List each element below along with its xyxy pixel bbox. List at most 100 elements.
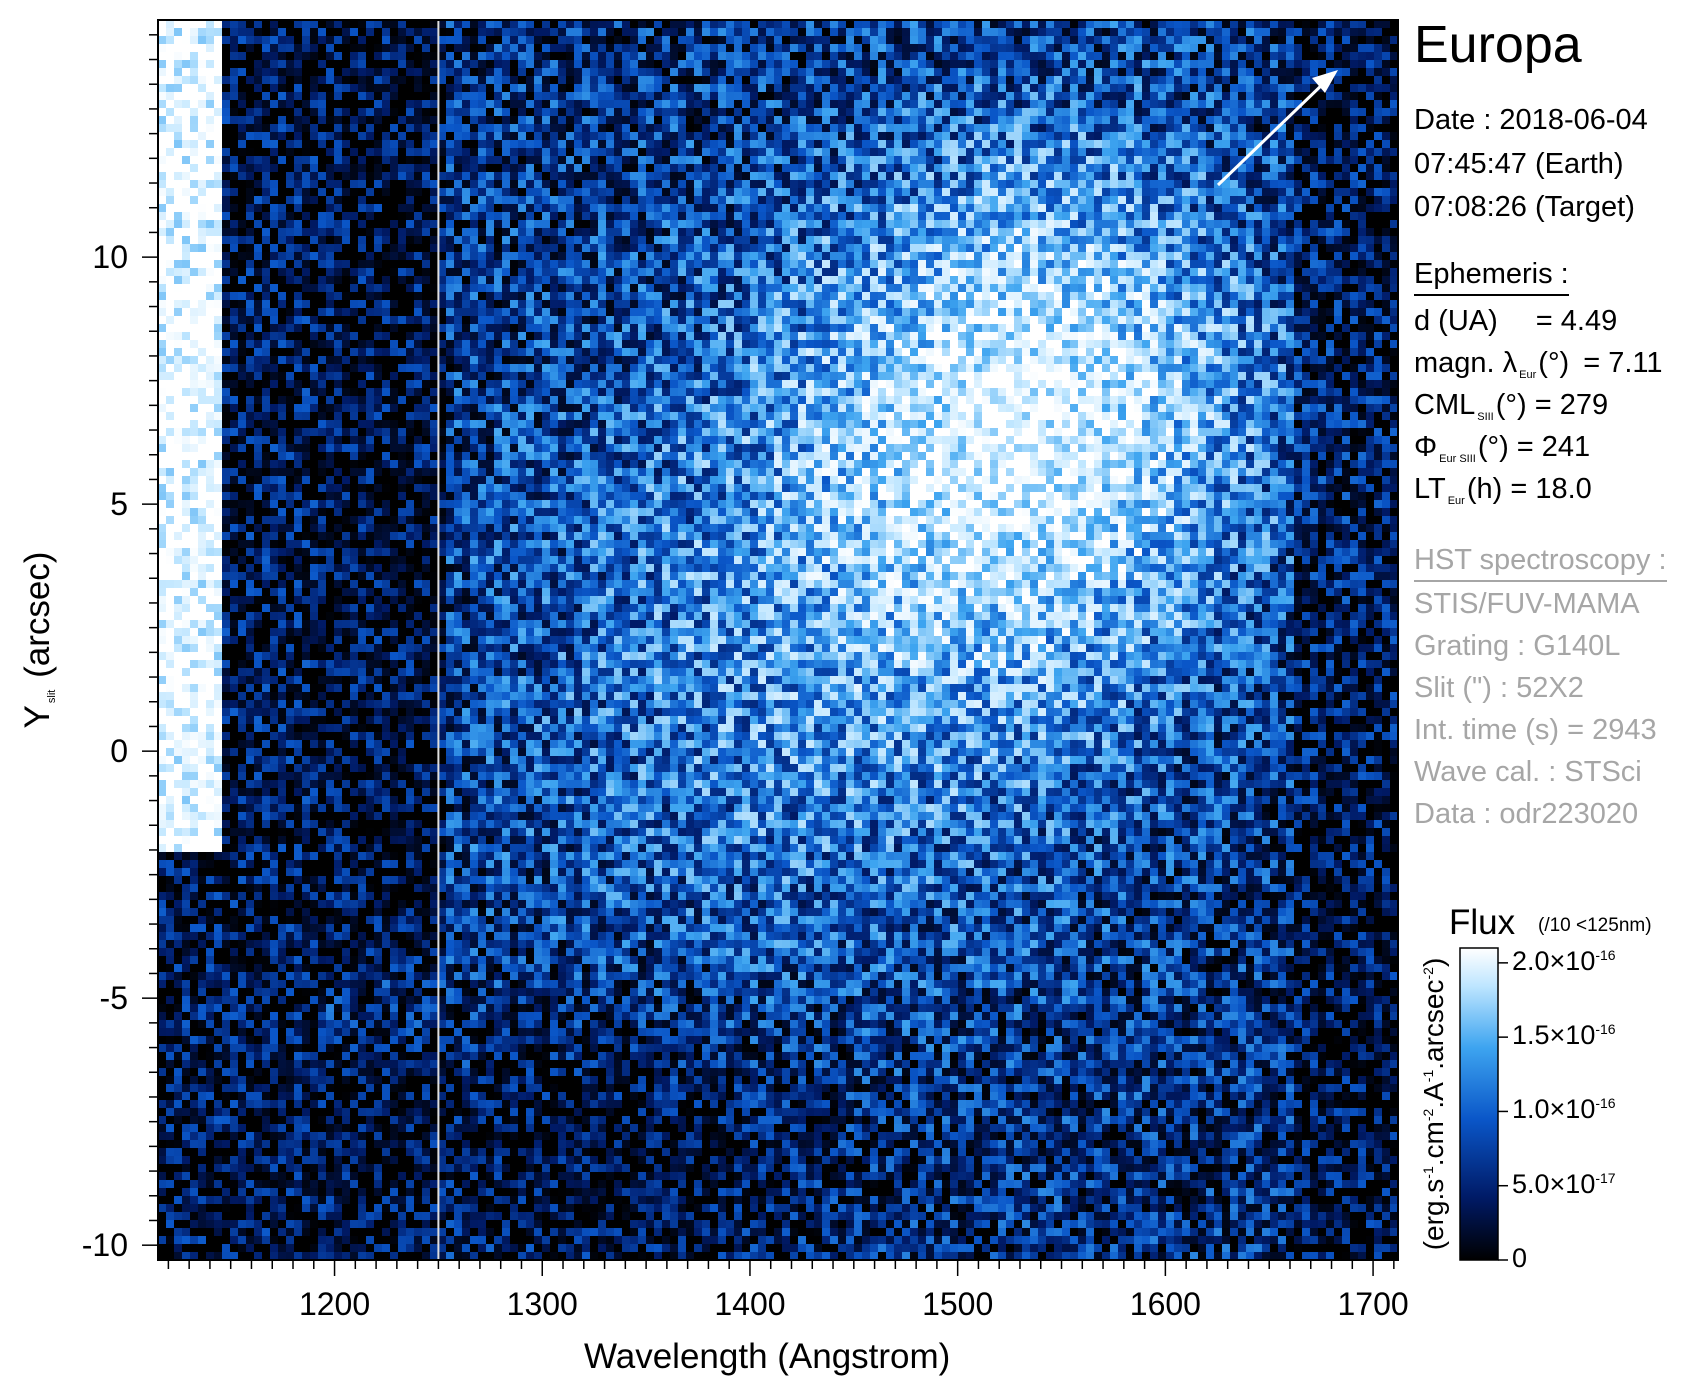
heatmap-cell [830, 108, 838, 116]
heatmap-cell [1134, 36, 1142, 44]
heatmap-cell [582, 164, 590, 172]
heatmap-cell [918, 252, 926, 260]
heatmap-cell [366, 76, 374, 84]
heatmap-cell [606, 132, 614, 140]
heatmap-cell [894, 124, 902, 132]
heatmap-cell [910, 44, 918, 52]
heatmap-cell [1302, 188, 1310, 196]
heatmap-cell [1174, 84, 1182, 92]
heatmap-cell [390, 260, 398, 268]
heatmap-cell [1094, 28, 1102, 36]
heatmap-cell [526, 260, 534, 268]
heatmap-cell [1294, 236, 1302, 244]
heatmap-cell [478, 236, 486, 244]
heatmap-cell [1182, 132, 1190, 140]
heatmap-cell [998, 156, 1006, 164]
heatmap-cell [702, 76, 710, 84]
heatmap-cell [406, 36, 414, 44]
heatmap-cell [318, 140, 326, 148]
heatmap-cell [1358, 244, 1366, 252]
heatmap-cell [662, 20, 670, 28]
heatmap-cell [270, 20, 278, 28]
heatmap-cell [1286, 212, 1294, 220]
heatmap-cell [1182, 252, 1190, 260]
heatmap-cell [758, 116, 766, 124]
heatmap-cell [1110, 84, 1118, 92]
heatmap-cell [1310, 244, 1318, 252]
heatmap-cell [454, 196, 462, 204]
heatmap-cell [638, 172, 646, 180]
heatmap-cell [702, 148, 710, 156]
heatmap-cell [454, 148, 462, 156]
heatmap-cell [1310, 172, 1318, 180]
heatmap-cell [806, 212, 814, 220]
heatmap-cell [582, 228, 590, 236]
heatmap-cell [1214, 148, 1222, 156]
heatmap-cell [350, 20, 358, 28]
heatmap-cell [798, 92, 806, 100]
heatmap-cell [806, 220, 814, 228]
heatmap-cell [1246, 44, 1254, 52]
heatmap-cell [742, 28, 750, 36]
heatmap-cell [1190, 52, 1198, 60]
heatmap-cell [502, 116, 510, 124]
heatmap-cell [1030, 84, 1038, 92]
heatmap-cell [446, 28, 454, 36]
heatmap-cell [966, 60, 974, 68]
heatmap-cell [782, 172, 790, 180]
heatmap-cell [622, 84, 630, 92]
heatmap-cell [294, 196, 302, 204]
heatmap-cell [998, 220, 1006, 228]
heatmap-cell [686, 84, 694, 92]
heatmap-cell [526, 212, 534, 220]
heatmap-cell [1118, 180, 1126, 188]
heatmap-cell [1350, 36, 1358, 44]
heatmap-cell [1374, 52, 1382, 60]
heatmap-cell [1102, 260, 1110, 268]
heatmap-cell [814, 196, 822, 204]
heatmap-cell [1006, 228, 1014, 236]
heatmap-cell [286, 180, 294, 188]
heatmap-cell [438, 220, 446, 228]
heatmap-cell [430, 244, 438, 252]
heatmap-cell [694, 20, 702, 28]
heatmap-cell [254, 188, 262, 196]
heatmap-cell [430, 108, 438, 116]
heatmap-cell [1334, 52, 1342, 60]
heatmap-cell [318, 100, 326, 108]
heatmap-cell [1166, 148, 1174, 156]
heatmap-cell [734, 236, 742, 244]
heatmap-cell [206, 76, 214, 84]
heatmap-cell [646, 244, 654, 252]
heatmap-cell [366, 68, 374, 76]
heatmap-cell [574, 196, 582, 204]
heatmap-cell [302, 252, 310, 260]
heatmap-cell [814, 204, 822, 212]
heatmap-cell [590, 180, 598, 188]
heatmap-cell [966, 132, 974, 140]
heatmap-cell [1374, 188, 1382, 196]
heatmap-cell [1198, 140, 1206, 148]
heatmap-cell [1374, 228, 1382, 236]
heatmap-cell [1022, 212, 1030, 220]
heatmap-cell [254, 196, 262, 204]
heatmap-cell [686, 100, 694, 108]
heatmap-cell [214, 68, 222, 76]
heatmap-cell [1022, 172, 1030, 180]
heatmap-cell [1158, 188, 1166, 196]
heatmap-cell [1262, 220, 1270, 228]
heatmap-cell [838, 220, 846, 228]
heatmap-cell [678, 204, 686, 212]
heatmap-cell [726, 20, 734, 28]
heatmap-cell [662, 244, 670, 252]
heatmap-cell [694, 36, 702, 44]
heatmap-cell [214, 244, 222, 252]
heatmap-cell [814, 108, 822, 116]
heatmap-cell [1182, 268, 1190, 276]
heatmap-cell [1214, 236, 1222, 244]
heatmap-cell [766, 156, 774, 164]
heatmap-cell [830, 44, 838, 52]
heatmap-cell [638, 204, 646, 212]
heatmap-cell [1158, 132, 1166, 140]
heatmap-cell [646, 252, 654, 260]
